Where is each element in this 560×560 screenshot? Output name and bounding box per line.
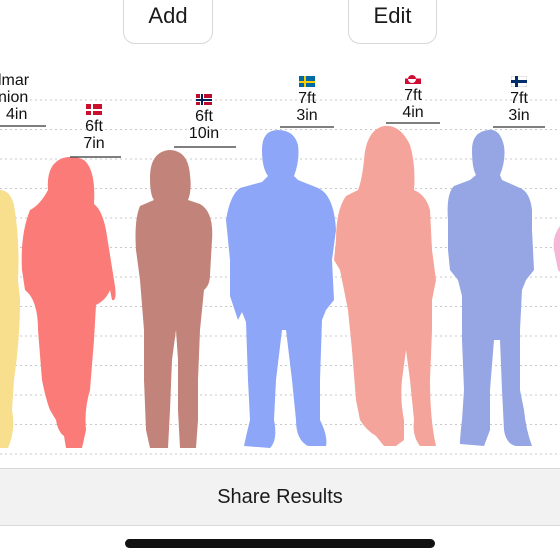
- label-line: 6ft: [85, 118, 103, 135]
- label-line: 6ft: [195, 108, 213, 125]
- label-line: 7ft: [404, 87, 422, 104]
- label-line: lmar: [0, 72, 30, 89]
- label-line: 4in: [402, 104, 424, 121]
- label-line: 3in: [296, 107, 318, 124]
- silhouette-body: [226, 130, 336, 448]
- label-line: 7in: [83, 135, 105, 152]
- person-silhouette-0: [0, 190, 20, 448]
- person-silhouette-partial: [553, 226, 560, 272]
- home-indicator[interactable]: [125, 539, 435, 548]
- person-silhouette-1: [21, 156, 116, 448]
- label-line: 10in: [188, 125, 220, 142]
- edit-button[interactable]: Edit: [348, 0, 437, 44]
- share-results-label: Share Results: [217, 485, 343, 508]
- silhouette-body: [135, 150, 213, 448]
- height-label-0: lmar nion 4in: [0, 72, 34, 123]
- label-line: 4in: [6, 106, 28, 123]
- height-label-3: 7ft 3in: [287, 76, 327, 124]
- add-button[interactable]: Add: [123, 0, 213, 44]
- silhouette-body: [334, 125, 436, 447]
- silhouette-body: [447, 129, 534, 447]
- height-comparison-chart: lmar nion 4in 6ft 7in 6ft 10in 7ft 3in: [0, 72, 560, 455]
- person-silhouette-5: [447, 129, 534, 447]
- person-silhouette-2: [135, 150, 213, 448]
- finland-flag-icon: [511, 76, 527, 87]
- height-label-4: 7ft 4in: [393, 73, 433, 121]
- label-line: 7ft: [510, 90, 528, 107]
- sweden-flag-icon: [299, 76, 315, 87]
- greenland-flag-icon: [405, 73, 421, 84]
- norway-flag-icon: [196, 94, 212, 105]
- denmark-flag-icon: [86, 104, 102, 115]
- height-label-1: 6ft 7in: [74, 104, 114, 152]
- silhouette-body: [21, 156, 116, 448]
- label-line: 3in: [508, 107, 530, 124]
- label-line: nion: [0, 89, 29, 106]
- share-results-button[interactable]: Share Results: [0, 468, 560, 526]
- height-label-5: 7ft 3in: [499, 76, 539, 124]
- chart-canvas: [0, 99, 560, 455]
- silhouette-body: [0, 190, 20, 448]
- height-markers: [0, 122, 545, 158]
- person-silhouette-4: [334, 125, 436, 447]
- label-line: 7ft: [298, 90, 316, 107]
- person-silhouette-3: [226, 130, 336, 448]
- height-label-2: 6ft 10in: [184, 94, 224, 142]
